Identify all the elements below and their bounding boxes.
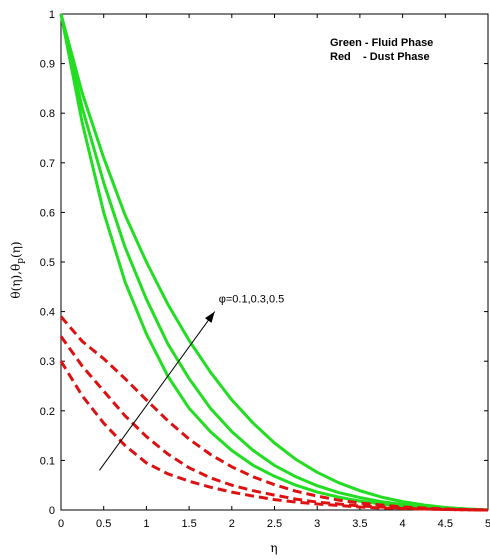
dust-phase-line-3: [59, 315, 489, 512]
fluid-phase-line-2: [59, 13, 489, 512]
x-tick-label: 3.5: [352, 518, 367, 530]
y-tick-label: 1: [49, 9, 55, 21]
y-axis-label: θ(η),θp(η): [9, 241, 26, 298]
y-tick-label: 0.9: [40, 59, 55, 71]
x-tick-label: 0: [58, 518, 64, 530]
x-tick-label: 4: [400, 518, 406, 530]
y-tick-label: 0.5: [40, 257, 55, 269]
x-axis-label: η: [270, 541, 277, 555]
y-axis-label-sub: p: [16, 258, 26, 264]
annotation-arrow: [99, 311, 216, 471]
x-tick-label: 2: [229, 518, 235, 530]
y-axis-ticks: 0 0.1 0.2 0.3 0.4 0.5 0.6 0.7 0.8 0.9 1: [40, 9, 488, 517]
y-tick-label: 0.6: [40, 207, 55, 219]
y-tick-label: 0.4: [40, 307, 55, 319]
legend-line-fluid: Green - Fluid Phase: [330, 37, 433, 49]
x-tick-label: 3: [314, 518, 320, 530]
y-tick-label: 0: [49, 505, 55, 517]
annotation-arrowhead: [205, 311, 215, 323]
y-tick-label: 0.2: [40, 406, 55, 418]
annotation-label: φ=0.1,0.3,0.5: [219, 294, 285, 306]
x-tick-label: 4.5: [438, 518, 453, 530]
fluid-phase-line-3: [59, 13, 489, 512]
y-tick-label: 0.1: [40, 455, 55, 467]
y-tick-label: 0.3: [40, 356, 55, 368]
annotation: φ=0.1,0.3,0.5: [99, 294, 284, 471]
series-layer: [59, 13, 489, 512]
x-tick-label: 2.5: [267, 518, 282, 530]
y-tick-label: 0.7: [40, 158, 55, 170]
y-axis-label-main: θ(η),θ: [9, 264, 23, 299]
y-axis-label-tail: (η): [9, 241, 23, 258]
x-tick-label: 1: [143, 518, 149, 530]
y-tick-label: 0.8: [40, 108, 55, 120]
legend: Green - Fluid Phase Red - Dust Phase: [330, 37, 433, 63]
dust-phase-line-1: [59, 360, 489, 512]
x-tick-label: 1.5: [181, 518, 196, 530]
x-tick-label: 0.5: [96, 518, 111, 530]
x-axis-ticks: 0 0.5 1 1.5 2 2.5 3 3.5 4 4.5 5: [58, 14, 490, 530]
dust-phase-line-2: [59, 335, 489, 512]
legend-line-dust: Red - Dust Phase: [330, 51, 430, 63]
x-tick-label: 5: [485, 518, 490, 530]
